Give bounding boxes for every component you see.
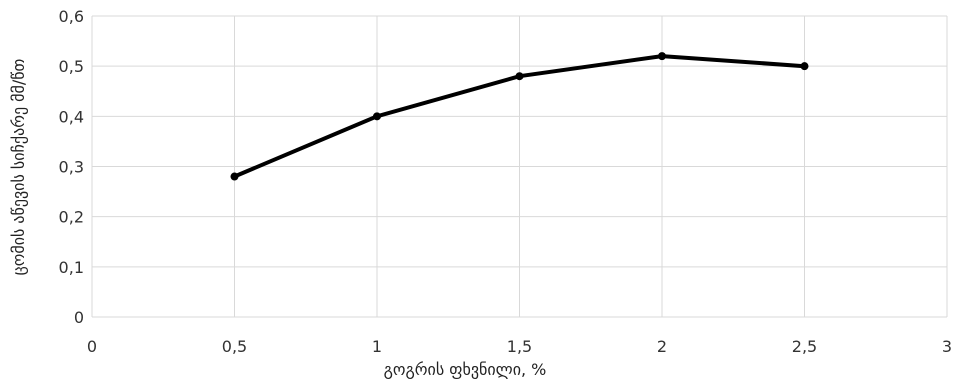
data-point	[658, 52, 666, 61]
x-tick-label: 1,5	[507, 337, 532, 356]
y-tick-label: 0,4	[59, 107, 84, 126]
data-point	[515, 72, 524, 81]
y-tick-label: 0,1	[59, 258, 84, 277]
y-tick-label: 0,5	[59, 57, 84, 76]
y-tick-label: 0	[74, 308, 84, 327]
y-tick-label: 0,3	[59, 158, 84, 177]
y-axis-ticks: 0 0,1 0,2 0,3 0,4 0,5 0,6	[59, 7, 84, 327]
series	[230, 52, 809, 181]
x-tick-label: 1	[372, 337, 382, 356]
x-tick-label: 0,5	[222, 337, 247, 356]
x-tick-label: 3	[942, 337, 952, 356]
data-point	[800, 62, 809, 71]
x-tick-label: 0	[87, 337, 97, 356]
y-axis-label: ცომის აწევის სიჩქარე მმ/წთ	[9, 58, 28, 275]
data-point	[373, 112, 381, 121]
data-point	[230, 172, 239, 181]
y-tick-label: 0,6	[59, 7, 84, 26]
x-axis-ticks: 0 0,5 1 1,5 2 2,5 3	[87, 337, 952, 356]
y-tick-label: 0,2	[59, 208, 84, 227]
x-tick-label: 2	[657, 337, 667, 356]
grid	[91, 15, 948, 318]
x-axis-label: გოგრის ფხვნილი, %	[384, 360, 547, 379]
x-tick-label: 2,5	[792, 337, 817, 356]
